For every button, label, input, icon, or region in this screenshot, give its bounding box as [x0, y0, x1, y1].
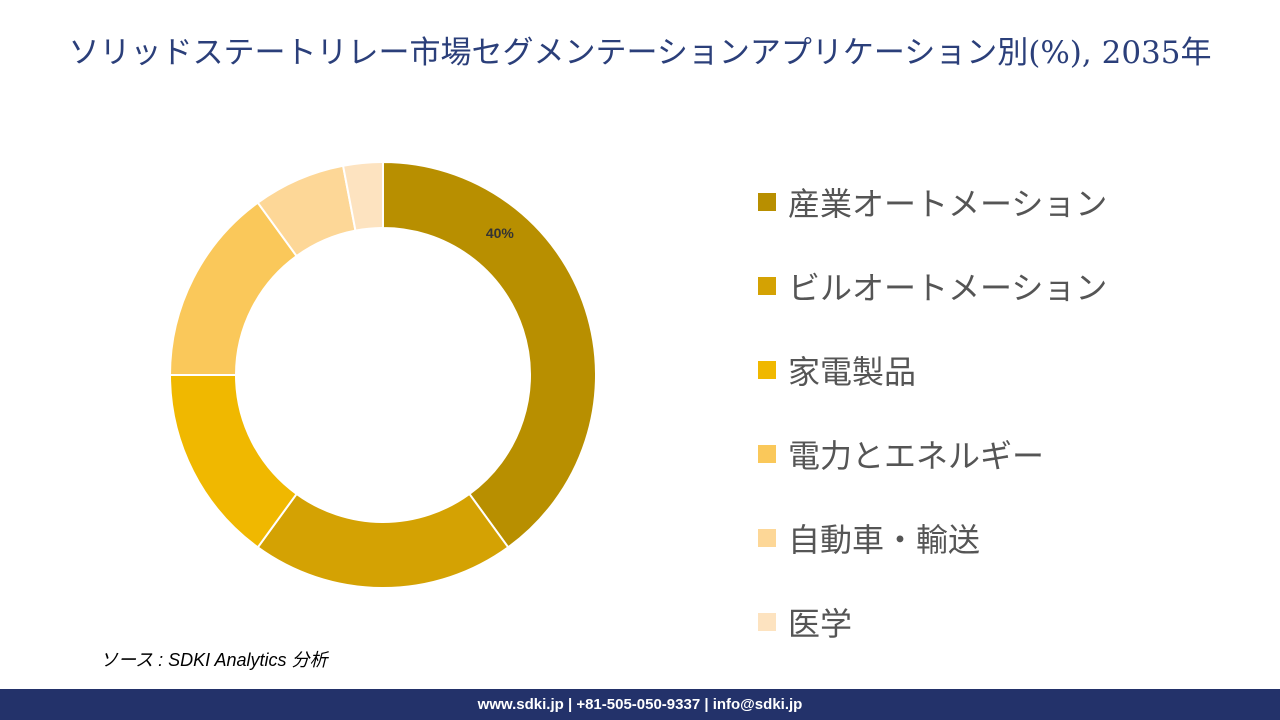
legend-label: ビルオートメーション — [788, 269, 1108, 307]
donut-slice — [382, 160, 597, 549]
legend-item: 電力とエネルギー — [758, 412, 1107, 496]
legend-swatch — [758, 361, 776, 379]
legend-item: 産業オートメーション — [758, 160, 1107, 244]
legend-item: 家電製品 — [758, 328, 1107, 412]
legend-swatch — [758, 529, 776, 547]
donut-slice — [256, 492, 510, 589]
footer-contact: www.sdki.jp | +81-505-050-9337 | info@sd… — [0, 689, 1280, 720]
legend-label: 自動車・輸送 — [788, 521, 981, 559]
chart-title: ソリッドステートリレー市場セグメンテーションアプリケーション別(%), 2035… — [68, 35, 1212, 71]
legend-item: 医学 — [758, 580, 1107, 664]
legend: 産業オートメーション ビルオートメーション 家電製品電力とエネルギー 自動車・輸送 医学 — [758, 160, 1107, 664]
legend-label: 電力とエネルギー — [788, 437, 1045, 475]
data-label: 40% — [486, 225, 515, 241]
donut-slice — [168, 374, 298, 549]
donut-slice — [341, 160, 384, 232]
legend-label: 家電製品 — [788, 353, 917, 391]
legend-swatch — [758, 445, 776, 463]
legend-label: 産業オートメーション — [788, 185, 1108, 223]
legend-swatch — [758, 193, 776, 211]
legend-swatch — [758, 613, 776, 631]
source-note: ソース : SDKI Analytics 分析 — [100, 650, 328, 670]
legend-item: 自動車・輸送 — [758, 496, 1107, 580]
legend-label: 医学 — [788, 605, 853, 643]
legend-item: ビルオートメーション — [758, 244, 1107, 328]
legend-swatch — [758, 277, 776, 295]
donut-chart: 40% — [168, 160, 597, 589]
